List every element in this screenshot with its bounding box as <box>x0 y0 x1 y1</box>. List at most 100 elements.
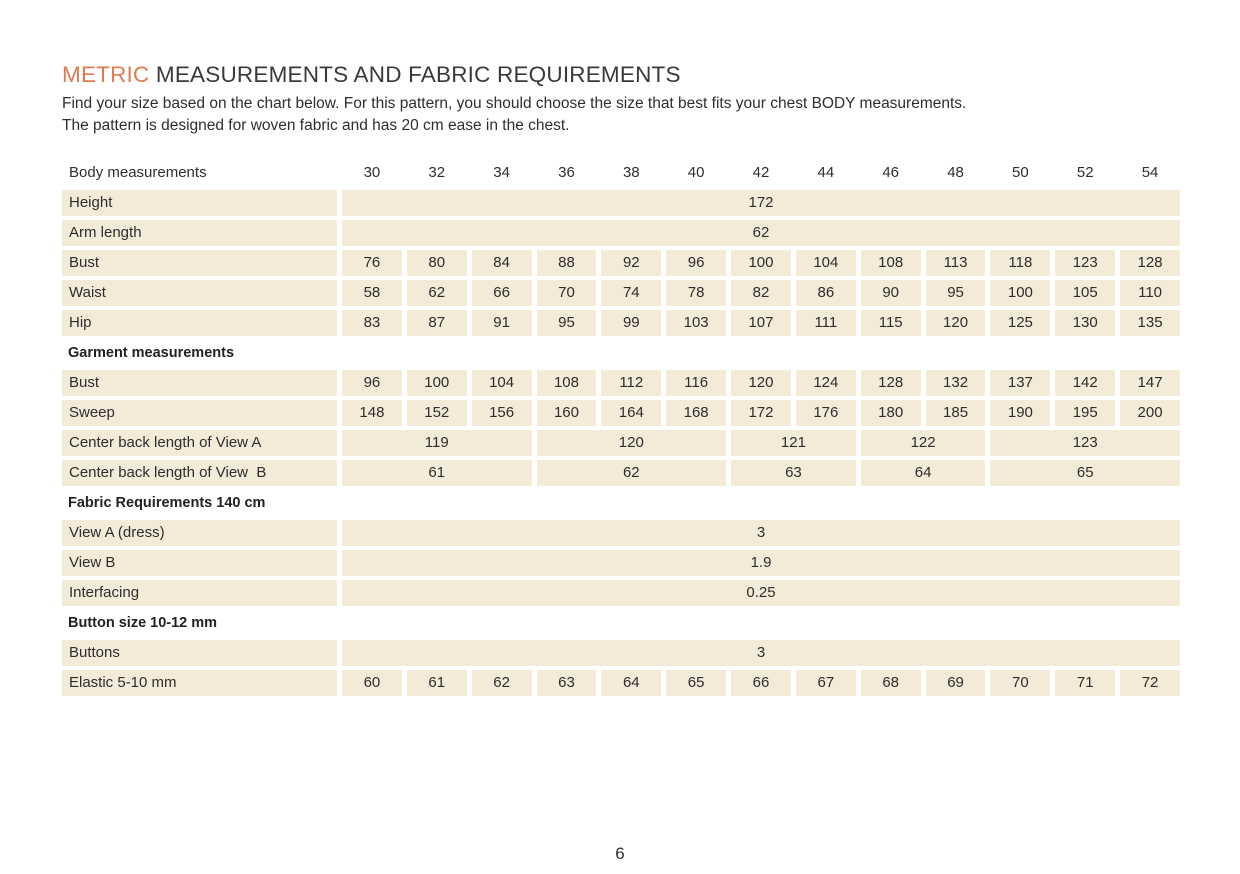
value-cell: 152 <box>406 400 467 426</box>
row-label: Arm length <box>62 220 337 246</box>
value-cell: 110 <box>1120 280 1180 306</box>
value-cell: 63 <box>536 670 597 696</box>
value-cell: 68 <box>860 670 921 696</box>
value-cell: 74 <box>601 280 662 306</box>
value-cell-spanning: 3 <box>342 520 1180 546</box>
value-cell: 86 <box>795 280 856 306</box>
value-cell-merged: 65 <box>990 460 1180 486</box>
value-cell: 96 <box>342 370 402 396</box>
size-header-cell: 44 <box>817 164 835 181</box>
row-label: Bust <box>62 250 337 276</box>
row-label: Elastic 5-10 mm <box>62 670 337 696</box>
value-cell-spanning: 3 <box>342 640 1180 666</box>
size-header-cell: 50 <box>1012 164 1029 181</box>
size-header-cell: 30 <box>363 164 381 181</box>
value-cell: 172 <box>731 400 791 426</box>
value-cell: 128 <box>1120 250 1180 276</box>
value-cell: 70 <box>536 280 597 306</box>
table-row: Bust 76 80 84 88 92 96 100 104 108 113 118 123 128 <box>62 250 1180 276</box>
value-cell: 164 <box>601 400 662 426</box>
row-label: Buttons <box>62 640 337 666</box>
table-row: Waist 58 62 66 70 74 78 82 86 90 95 100 105 110 <box>62 280 1180 306</box>
table-row: Height 172 <box>62 190 1180 216</box>
value-cell: 115 <box>860 310 921 336</box>
value-cell: 128 <box>860 370 921 396</box>
section-title: Button size 10-12 mm <box>68 615 218 631</box>
table-row: Hip 83 87 91 95 99 103 107 111 115 120 125 130 135 <box>62 310 1180 336</box>
intro-paragraph: Find your size based on the chart below.… <box>62 93 966 137</box>
size-header-cell: 42 <box>752 164 770 181</box>
value-cell-merged: 62 <box>536 460 727 486</box>
value-cell: 116 <box>666 370 727 396</box>
table-row: Interfacing 0.25 <box>62 580 1180 606</box>
value-cell: 92 <box>601 250 662 276</box>
value-cell-merged: 123 <box>990 430 1180 456</box>
value-cell: 61 <box>406 670 467 696</box>
value-cell-merged: 119 <box>342 430 532 456</box>
value-cell: 62 <box>471 670 532 696</box>
size-header-cell: 48 <box>947 164 964 181</box>
value-cell: 190 <box>990 400 1051 426</box>
value-cell: 87 <box>406 310 467 336</box>
table-row: View A (dress) 3 <box>62 520 1180 546</box>
intro-line-1: Find your size based on the chart below.… <box>62 95 967 112</box>
value-cell-merged: 122 <box>860 430 986 456</box>
value-cell: 76 <box>342 250 402 276</box>
value-cell: 108 <box>536 370 597 396</box>
table-header-row: Body measurements 30 32 34 36 38 40 42 44 46 48 50 5… <box>62 160 1180 186</box>
size-header-cell: 46 <box>882 164 900 181</box>
section-title: Fabric Requirements 140 cm <box>68 495 266 511</box>
value-cell: 111 <box>795 310 856 336</box>
section-header-row: Garment measurements <box>62 340 1180 366</box>
value-cell: 108 <box>860 250 921 276</box>
row-label: Hip <box>62 310 337 336</box>
value-cell: 96 <box>666 250 727 276</box>
size-header-cell: 38 <box>622 164 640 181</box>
table-row: View B 1.9 <box>62 550 1180 576</box>
value-cell-spanning: 1.9 <box>342 550 1180 576</box>
value-cell: 100 <box>990 280 1051 306</box>
value-cell-spanning: 62 <box>342 220 1180 246</box>
value-cell: 118 <box>990 250 1051 276</box>
section-header-row: Button size 10-12 mm <box>62 610 1180 636</box>
value-cell: 104 <box>471 370 532 396</box>
value-cell: 66 <box>731 670 791 696</box>
value-cell: 120 <box>731 370 791 396</box>
value-cell: 67 <box>795 670 856 696</box>
value-cell: 168 <box>666 400 727 426</box>
table-header-label: Body measurements <box>69 164 207 181</box>
table-row: Buttons 3 <box>62 640 1180 666</box>
value-cell: 148 <box>342 400 402 426</box>
size-header-cell: 54 <box>1141 164 1159 181</box>
value-cell: 71 <box>1055 670 1116 696</box>
value-cell: 65 <box>666 670 727 696</box>
size-header-cell: 40 <box>687 164 705 181</box>
value-cell: 99 <box>601 310 662 336</box>
value-cell: 130 <box>1055 310 1116 336</box>
value-cell: 82 <box>731 280 791 306</box>
value-cell: 64 <box>601 670 662 696</box>
value-cell-merged: 61 <box>342 460 532 486</box>
value-cell: 91 <box>471 310 532 336</box>
row-label: Interfacing <box>62 580 337 606</box>
page-title-rest: MEASUREMENTS AND FABRIC REQUIREMENTS <box>149 62 681 87</box>
value-cell: 180 <box>860 400 921 426</box>
value-cell: 100 <box>406 370 467 396</box>
value-cell-merged: 121 <box>731 430 856 456</box>
section-title: Garment measurements <box>68 345 235 361</box>
page-number: 6 <box>615 844 625 863</box>
value-cell: 200 <box>1120 400 1180 426</box>
value-cell: 135 <box>1120 310 1180 336</box>
value-cell: 66 <box>471 280 532 306</box>
value-cell: 78 <box>666 280 727 306</box>
table-row: Center back length of View A 119 120 121 122… <box>62 430 1180 456</box>
row-label: Height <box>62 190 337 216</box>
value-cell-spanning: 172 <box>342 190 1180 216</box>
value-cell: 132 <box>925 370 986 396</box>
value-cell: 60 <box>342 670 402 696</box>
size-header-cell: 32 <box>428 164 446 181</box>
value-cell-merged: 120 <box>536 430 727 456</box>
value-cell-merged: 64 <box>860 460 986 486</box>
row-label: Waist <box>62 280 337 306</box>
value-cell: 90 <box>860 280 921 306</box>
